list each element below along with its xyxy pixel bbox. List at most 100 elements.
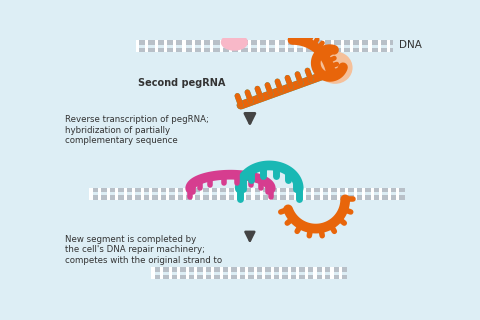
Bar	[234, 188, 238, 200]
Ellipse shape	[318, 52, 353, 84]
Bar	[137, 48, 393, 52]
Bar	[192, 188, 195, 200]
Bar	[107, 188, 109, 200]
Bar	[379, 188, 383, 200]
Bar	[228, 267, 231, 279]
Bar	[262, 267, 265, 279]
Bar	[123, 188, 127, 200]
Bar	[260, 188, 263, 200]
Bar	[115, 188, 118, 200]
Bar	[186, 267, 189, 279]
Bar	[201, 40, 204, 52]
Text: DNA: DNA	[399, 40, 422, 50]
Bar	[132, 188, 135, 200]
Bar	[322, 40, 325, 52]
Ellipse shape	[221, 34, 248, 51]
Bar	[254, 267, 257, 279]
Bar	[203, 267, 206, 279]
Bar	[388, 188, 391, 200]
Bar	[192, 40, 195, 52]
Bar	[322, 267, 325, 279]
Bar	[277, 188, 280, 200]
Bar	[164, 40, 167, 52]
Bar	[257, 40, 260, 52]
Bar	[320, 188, 323, 200]
Bar	[286, 188, 288, 200]
Bar	[371, 188, 374, 200]
Bar	[145, 40, 148, 52]
Bar	[211, 267, 214, 279]
Bar	[359, 40, 362, 52]
Bar	[340, 40, 344, 52]
Bar	[328, 188, 331, 200]
Bar	[285, 40, 288, 52]
Bar	[339, 267, 342, 279]
Bar	[268, 188, 272, 200]
Bar	[238, 40, 241, 52]
Bar	[152, 267, 155, 279]
Text: Reverse transcription of pegRNA;
hybridization of partially
complementary sequen: Reverse transcription of pegRNA; hybridi…	[65, 116, 208, 145]
Bar	[91, 196, 405, 200]
Bar	[166, 188, 169, 200]
Bar	[220, 40, 223, 52]
Bar	[149, 188, 152, 200]
Bar	[217, 188, 220, 200]
Bar	[305, 267, 308, 279]
Bar	[288, 267, 291, 279]
Bar	[387, 40, 390, 52]
Bar	[153, 267, 347, 272]
Bar	[209, 188, 212, 200]
Bar	[302, 188, 306, 200]
Bar	[157, 188, 161, 200]
Bar	[153, 275, 347, 279]
Bar	[226, 188, 229, 200]
Bar	[331, 40, 335, 52]
Bar	[137, 40, 393, 44]
Bar	[136, 40, 139, 52]
Bar	[141, 188, 144, 200]
Bar	[362, 188, 365, 200]
Bar	[336, 188, 340, 200]
Bar	[182, 40, 186, 52]
Bar	[220, 267, 223, 279]
Bar	[229, 40, 232, 52]
Bar	[296, 267, 300, 279]
Bar	[312, 40, 316, 52]
Bar	[177, 267, 180, 279]
Bar	[313, 267, 316, 279]
Bar	[350, 40, 353, 52]
Bar	[303, 40, 306, 52]
Bar	[160, 267, 163, 279]
Bar	[245, 267, 248, 279]
Bar	[91, 188, 405, 192]
Bar	[210, 40, 214, 52]
Bar	[294, 188, 297, 200]
Text: New segment is completed by
the cell's DNA repair machinery;
competes with the o: New segment is completed by the cell's D…	[65, 235, 222, 265]
Bar	[294, 40, 297, 52]
Bar	[271, 267, 274, 279]
Bar	[354, 188, 357, 200]
Bar	[98, 188, 101, 200]
Bar	[276, 40, 278, 52]
Bar	[252, 188, 254, 200]
Bar	[396, 188, 399, 200]
Bar	[330, 267, 334, 279]
Bar	[279, 267, 282, 279]
Bar	[173, 40, 176, 52]
Bar	[345, 188, 348, 200]
Bar	[155, 40, 157, 52]
Bar	[266, 40, 269, 52]
Bar	[243, 188, 246, 200]
Text: Second pegRNA: Second pegRNA	[137, 78, 225, 88]
Bar	[200, 188, 204, 200]
Bar	[175, 188, 178, 200]
Bar	[369, 40, 372, 52]
Bar	[183, 188, 186, 200]
Bar	[378, 40, 381, 52]
Bar	[248, 40, 251, 52]
Bar	[168, 267, 172, 279]
Bar	[237, 267, 240, 279]
Bar	[194, 267, 197, 279]
Bar	[89, 188, 93, 200]
Bar	[311, 188, 314, 200]
